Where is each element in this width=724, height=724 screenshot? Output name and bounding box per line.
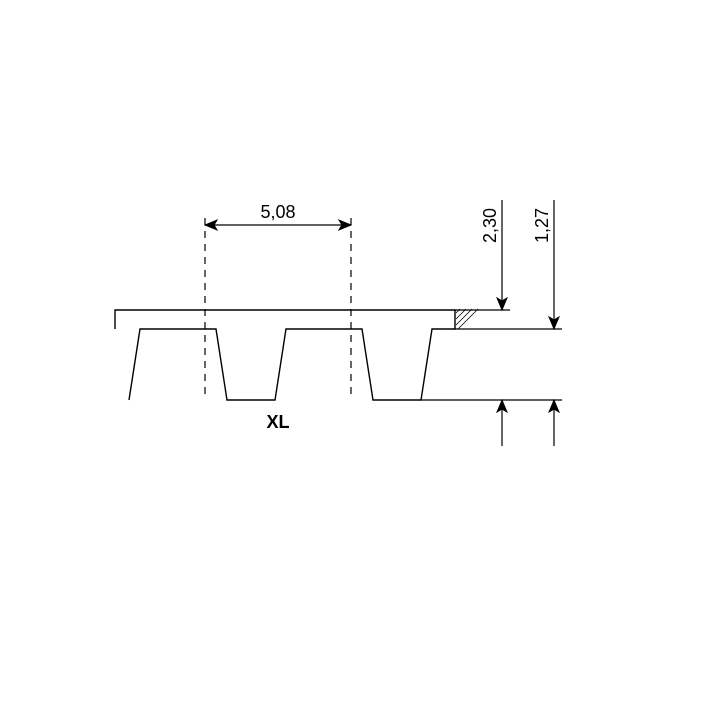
- hatch-region: [456, 309, 478, 329]
- dimension-tooth-depth: 1,27: [455, 200, 562, 446]
- dimension-tooth-depth-value: 1,27: [532, 208, 552, 243]
- dimension-pitch: 5,08: [205, 202, 351, 400]
- dimension-total-height-value: 2,30: [480, 208, 500, 243]
- profile-label: XL: [266, 412, 289, 432]
- dimension-pitch-value: 5,08: [260, 202, 295, 222]
- belt-profile-diagram: 5,08 2,30 1,27 XL: [0, 0, 724, 724]
- belt-profile: [115, 310, 455, 400]
